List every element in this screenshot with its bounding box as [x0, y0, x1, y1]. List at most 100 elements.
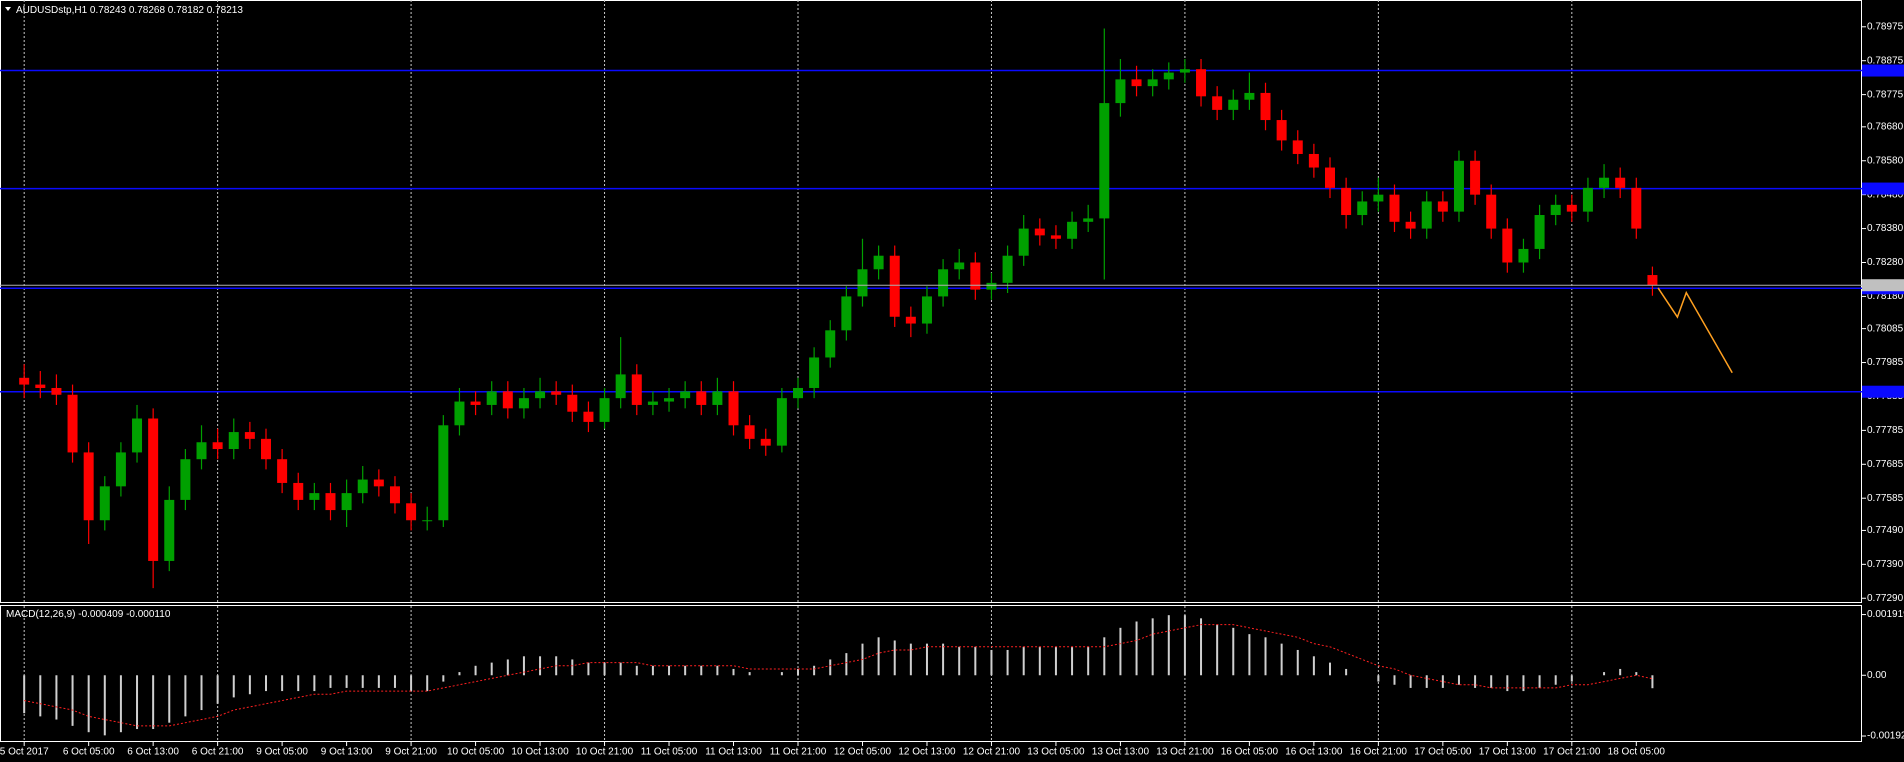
candle-body: [1389, 194, 1400, 222]
macd-value: -0.000110: [126, 609, 171, 620]
candle-body: [35, 384, 46, 388]
candle-body: [615, 374, 626, 399]
candle-body: [921, 296, 932, 324]
header-close: 0.78213: [207, 5, 244, 16]
y-tick-label: 0.77390: [1867, 559, 1904, 570]
candle-body: [1615, 177, 1626, 188]
header-high: 0.78268: [129, 5, 166, 16]
x-tick-label: 9 Oct 05:00: [256, 747, 308, 758]
candle-body: [1502, 228, 1513, 263]
candle-body: [1405, 221, 1416, 229]
y-tick-label: 0.77785: [1867, 425, 1904, 436]
candle-body: [1244, 92, 1255, 100]
candle-body: [1470, 160, 1481, 195]
x-tick-label: 11 Oct 13:00: [705, 747, 762, 758]
candle-body: [51, 387, 62, 395]
x-tick-label: 17 Oct 13:00: [1479, 747, 1537, 758]
candle-body: [599, 398, 610, 422]
y-tick-label: 0.77490: [1867, 525, 1904, 536]
candle-body: [261, 438, 271, 460]
candle-body: [954, 262, 965, 270]
macd-header: MACD(12,26,9) -0.000409 -0.000110: [6, 609, 171, 620]
y-tick-label: 0.78480: [1867, 189, 1904, 200]
y-tick-label: 0.77985: [1867, 357, 1904, 368]
x-tick-label: 17 Oct 05:00: [1414, 747, 1472, 758]
candle-body: [422, 520, 433, 522]
candle-body: [647, 401, 658, 405]
candle-body: [793, 387, 803, 399]
candle-body: [406, 503, 417, 521]
x-tick-label: 10 Oct 21:00: [576, 747, 634, 758]
candle-body: [244, 432, 255, 439]
y-tick-label: 0.78875: [1867, 55, 1904, 66]
candle-body: [1534, 215, 1545, 249]
candle-body: [680, 391, 691, 399]
candle-body: [551, 391, 562, 395]
y-tick-label: 0.78580: [1867, 155, 1904, 166]
candle-body: [1260, 92, 1271, 121]
symbol-menu-icon[interactable]: [5, 7, 11, 11]
candle-body: [1131, 79, 1142, 87]
candle-body: [1341, 187, 1352, 216]
candle-body: [1163, 72, 1174, 80]
main-pane-frame: [0, 0, 1862, 603]
x-tick-label: 12 Oct 05:00: [834, 747, 892, 758]
candle-body: [712, 391, 723, 405]
candle-body: [535, 391, 546, 399]
candle-body: [1518, 248, 1529, 263]
candle-body: [1550, 204, 1561, 216]
candle-body: [1276, 120, 1287, 141]
x-tick-label: 10 Oct 13:00: [511, 747, 569, 758]
x-tick-label: 17 Oct 21:00: [1543, 747, 1601, 758]
candle-body: [438, 425, 449, 521]
candle-body: [1437, 201, 1448, 212]
y-tick-label: 0.78380: [1867, 223, 1904, 234]
candle-body: [1292, 140, 1303, 154]
candle-body: [454, 401, 465, 426]
candle-body: [309, 493, 320, 500]
candle-body: [744, 425, 755, 439]
candle-body: [470, 401, 481, 405]
candle-body: [1067, 221, 1078, 239]
y-tick-label: -0.001921: [1867, 731, 1904, 742]
candle-body: [67, 394, 78, 453]
candle-body: [664, 398, 675, 402]
candle-body: [1421, 201, 1432, 229]
symbol-title: AUDUSDstp,H1: [16, 5, 88, 16]
x-tick-label: 11 Oct 05:00: [641, 747, 698, 758]
candle-body: [1566, 204, 1577, 212]
candle-body: [1212, 96, 1223, 110]
level-price-box: [1862, 182, 1904, 195]
candle-body: [486, 391, 497, 405]
candle-body: [1647, 275, 1658, 286]
x-tick-label: 10 Oct 05:00: [447, 747, 505, 758]
x-tick-label: 13 Oct 21:00: [1156, 747, 1214, 758]
candle-body: [1357, 201, 1368, 216]
candle-body: [857, 269, 868, 297]
candle-body: [1373, 194, 1384, 202]
macd-value: -0.000409: [78, 609, 123, 620]
y-tick-label: 0.78975: [1867, 21, 1904, 32]
candle-body: [132, 418, 143, 453]
macd-title: MACD(12,26,9): [6, 609, 75, 620]
x-tick-label: 6 Oct 05:00: [63, 747, 115, 758]
candle-body: [19, 377, 30, 385]
signal-line: [24, 624, 1653, 727]
x-tick-label: 13 Oct 05:00: [1027, 747, 1085, 758]
candle-body: [696, 391, 707, 405]
candle-body: [389, 486, 400, 504]
x-tick-label: 16 Oct 21:00: [1350, 747, 1408, 758]
candle-body: [83, 452, 94, 521]
x-tick-label: 16 Oct 13:00: [1285, 747, 1343, 758]
candle-body: [1453, 160, 1464, 212]
chart-header: AUDUSDstp,H1 0.78243 0.78268 0.78182 0.7…: [16, 5, 243, 16]
level-price-box: [1862, 64, 1904, 77]
candle-body: [1147, 79, 1158, 87]
header-open: 0.78243: [90, 5, 127, 16]
candle-body: [518, 398, 529, 409]
candle-body: [1018, 228, 1029, 256]
candle-body: [760, 438, 771, 446]
x-tick-label: 18 Oct 05:00: [1608, 747, 1666, 758]
y-tick-label: 0.00: [1867, 670, 1887, 681]
